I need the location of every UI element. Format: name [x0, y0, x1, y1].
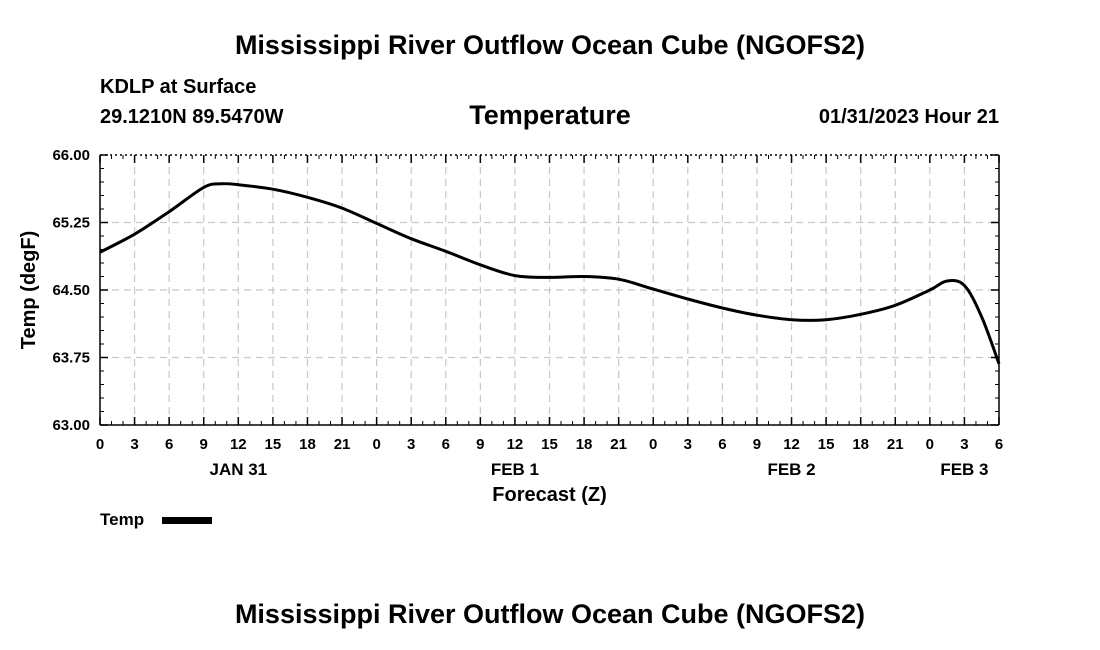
- x-tick-label: 3: [684, 436, 692, 453]
- legend-swatch: [162, 517, 212, 524]
- x-tick-label: 0: [926, 436, 934, 453]
- x-tick-label: 12: [230, 436, 247, 453]
- x-tick-label: 18: [576, 436, 593, 453]
- x-tick-label: 12: [507, 436, 524, 453]
- x-tick-label: 15: [541, 436, 558, 453]
- legend: Temp: [100, 510, 212, 529]
- day-label: FEB 2: [767, 460, 815, 479]
- day-label: JAN 31: [209, 460, 267, 479]
- y-tick-label: 64.50: [52, 282, 90, 299]
- x-tick-label: 15: [818, 436, 835, 453]
- x-tick-label: 3: [407, 436, 415, 453]
- legend-label: Temp: [100, 510, 144, 529]
- x-tick-label: 9: [476, 436, 484, 453]
- y-tick-label: 66.00: [52, 147, 90, 164]
- series-layer: [99, 182, 1001, 365]
- x-tick-label: 0: [649, 436, 657, 453]
- x-tick-label: 3: [130, 436, 138, 453]
- axes: [99, 154, 1000, 426]
- x-axis-title: Forecast (Z): [492, 484, 606, 506]
- parameter-title: Temperature: [469, 100, 631, 130]
- x-tick-label: 0: [96, 436, 104, 453]
- x-tick-label: 21: [610, 436, 627, 453]
- x-tick-label: 18: [299, 436, 316, 453]
- station-label: KDLP at Surface: [100, 76, 257, 98]
- y-axis-title: Temp (degF): [18, 231, 40, 350]
- x-tick-label: 3: [960, 436, 968, 453]
- x-tick-label: 6: [442, 436, 450, 453]
- x-tick-label: 6: [165, 436, 173, 453]
- x-tick-label: 12: [783, 436, 800, 453]
- coordinates-label: 29.1210N 89.5470W: [100, 106, 284, 128]
- run-time-label: 01/31/2023 Hour 21: [818, 106, 999, 128]
- x-tick-label: 9: [753, 436, 761, 453]
- x-tick-label: 6: [995, 436, 1003, 453]
- footer-title: Mississippi River Outflow Ocean Cube (NG…: [234, 599, 866, 629]
- grid-lines: [100, 155, 999, 425]
- y-tick-label: 65.25: [52, 215, 90, 232]
- x-tick-label: 9: [200, 436, 208, 453]
- x-tick-label: 21: [887, 436, 904, 453]
- y-tick-label: 63.75: [52, 350, 90, 367]
- day-label: FEB 1: [491, 460, 539, 479]
- x-tick-label: 21: [334, 436, 351, 453]
- axis-labels: 0 3 6 9 12 15 18 21 0 3 6 9 12 15 18 21 0 3 6 9 12 15 18 21 0 3 66…: [18, 147, 1003, 506]
- x-tick-label: 6: [718, 436, 726, 453]
- series-line-temp: [99, 182, 1001, 365]
- day-label: FEB 3: [940, 460, 988, 479]
- x-tick-label: 0: [372, 436, 380, 453]
- x-tick-label: 18: [852, 436, 869, 453]
- chart-title: Mississippi River Outflow Ocean Cube (NG…: [234, 30, 866, 60]
- y-tick-label: 63.00: [52, 417, 90, 434]
- x-tick-label: 15: [265, 436, 282, 453]
